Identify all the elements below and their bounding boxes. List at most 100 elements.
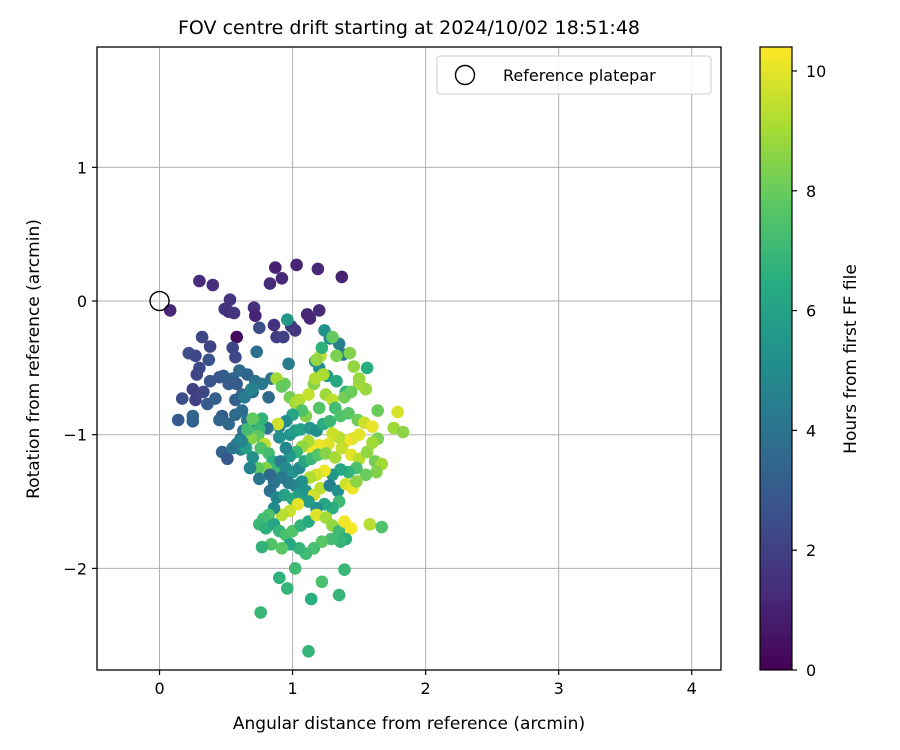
plot-frame — [96, 46, 722, 671]
data-point — [275, 542, 289, 555]
data-point — [335, 441, 349, 455]
data-point — [342, 407, 355, 420]
data-point — [275, 272, 289, 285]
colorbar-tick-label: 0 — [806, 661, 816, 680]
data-point — [163, 304, 177, 317]
data-point — [222, 417, 235, 431]
data-point — [226, 441, 239, 455]
x-tick-label: 2 — [421, 679, 431, 698]
data-point — [277, 330, 290, 344]
data-point — [302, 388, 315, 401]
data-point — [281, 582, 294, 595]
data-point — [271, 417, 285, 431]
data-point — [209, 392, 222, 405]
data-point — [217, 369, 230, 383]
data-point — [197, 385, 210, 399]
data-point — [235, 404, 249, 417]
data-point — [391, 405, 405, 419]
data-point — [252, 472, 266, 486]
colorbar: 0 2 4 6 8 10 Hours from first FF file — [759, 46, 861, 680]
data-point — [269, 261, 282, 274]
data-point — [252, 321, 266, 335]
colorbar-tick-label: 4 — [806, 421, 816, 440]
y-tick-label: 1 — [77, 158, 87, 177]
data-point — [246, 451, 259, 464]
data-point — [359, 468, 373, 482]
data-point — [360, 445, 374, 459]
data-point — [323, 415, 337, 428]
data-point — [352, 372, 366, 385]
chart-title: FOV centre drift starting at 2024/10/02 … — [178, 17, 640, 39]
data-point — [326, 330, 339, 344]
data-point — [281, 313, 294, 327]
data-point — [273, 431, 286, 444]
data-point — [312, 304, 326, 317]
colorbar-label: Hours from first FF file — [841, 264, 861, 454]
x-tick-label: 1 — [287, 679, 297, 698]
data-point — [290, 258, 303, 272]
x-tick-label: 3 — [554, 679, 564, 698]
legend-box — [436, 55, 712, 95]
data-point — [250, 345, 263, 359]
x-tick-label: 0 — [154, 679, 164, 698]
data-point — [335, 270, 349, 284]
data-points — [163, 258, 410, 658]
y-tick-label: −2 — [63, 559, 87, 578]
data-point — [243, 461, 257, 475]
data-point — [343, 346, 357, 360]
data-point — [273, 571, 286, 585]
data-point — [255, 412, 269, 426]
data-point — [328, 451, 342, 464]
data-point — [254, 606, 267, 619]
x-axis-label: Angular distance from reference (arcmin) — [233, 714, 585, 734]
data-point — [189, 393, 202, 407]
data-point — [230, 377, 243, 391]
legend: Reference platepar — [436, 55, 712, 95]
data-point — [350, 475, 363, 488]
data-point — [396, 425, 410, 439]
data-point — [330, 374, 343, 388]
data-point — [203, 340, 217, 353]
data-point — [263, 277, 277, 290]
y-ticks: −2 −1 0 1 — [63, 158, 97, 578]
colorbar-tick-label: 2 — [806, 541, 816, 560]
data-point — [282, 357, 295, 371]
data-point — [195, 330, 209, 344]
data-point — [344, 385, 358, 399]
data-point — [304, 592, 318, 606]
data-point — [202, 353, 216, 367]
data-point — [303, 312, 317, 325]
colorbar-tick-label: 10 — [806, 62, 826, 81]
data-point — [235, 435, 249, 448]
data-point — [267, 318, 281, 332]
data-point — [344, 522, 358, 535]
data-point — [275, 380, 289, 393]
data-point — [203, 374, 217, 388]
data-point — [347, 360, 361, 373]
data-point — [294, 423, 307, 436]
data-point — [326, 427, 339, 440]
data-point — [255, 377, 269, 391]
data-point — [186, 415, 200, 428]
legend-reference-marker-icon — [454, 64, 476, 86]
data-point — [189, 349, 202, 363]
data-point — [366, 436, 379, 450]
data-point — [310, 353, 323, 367]
y-axis-label: Rotation from reference (arcmin) — [24, 219, 44, 499]
data-point — [249, 309, 262, 323]
data-point — [371, 404, 385, 417]
colorbar-gradient — [760, 47, 792, 670]
data-point — [292, 393, 306, 407]
data-point — [175, 392, 189, 405]
data-point — [223, 293, 237, 307]
data-point — [302, 645, 315, 658]
data-point — [302, 495, 315, 508]
data-point — [279, 441, 293, 455]
y-tick-label: 0 — [77, 292, 87, 311]
data-point — [171, 413, 185, 427]
data-point — [246, 412, 259, 426]
y-tick-label: −1 — [63, 426, 87, 445]
x-ticks: 0 1 2 3 4 — [154, 670, 697, 698]
data-point — [366, 420, 379, 434]
